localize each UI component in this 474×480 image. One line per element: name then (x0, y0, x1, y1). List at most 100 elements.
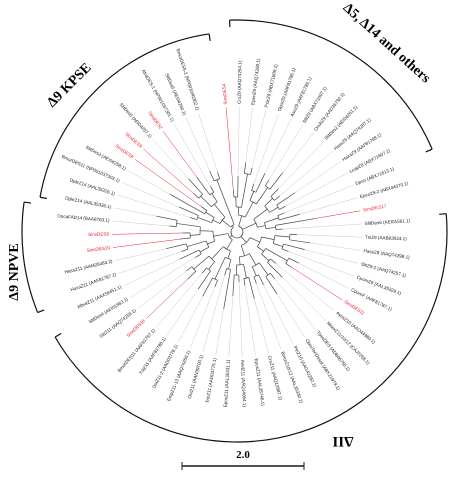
tree-node-arc (253, 219, 258, 228)
leaf-guide-line (117, 194, 191, 218)
leaf-label: SlitDes5 (AEI04257.1) (119, 102, 154, 139)
tree-branch (181, 248, 189, 252)
leaf-guide-line (276, 294, 305, 338)
tree-branch (197, 270, 211, 290)
leaf-guide-line (115, 248, 166, 261)
leaf-label: CroZ9 (AAQ74254.1) (237, 60, 243, 104)
tree-branch (176, 223, 201, 228)
leaf-guide-line (263, 284, 294, 344)
leaf-guide-line (225, 107, 234, 191)
tree-branch (261, 253, 270, 262)
leaf-guide-line (282, 223, 362, 230)
leaf-label: SinsDES4 (221, 83, 228, 105)
tree-branch (232, 190, 235, 198)
leaf-labels: SinsDES4 CroZ9 (AAQ74254.1) EpenZ9 (AAQ742… (57, 48, 411, 408)
tree-branch (156, 215, 178, 221)
tree-branch (179, 249, 200, 260)
leaf-label: DpleZ14 (AAL35326.1) (69, 178, 116, 197)
tree-branch (264, 217, 279, 223)
tree-branch (250, 167, 253, 175)
leaf-guide-line (127, 170, 171, 195)
leaf-guide-line (282, 132, 314, 173)
tree-branch (251, 183, 255, 191)
leaf-guide-line (146, 278, 188, 319)
tree-branch (281, 248, 289, 252)
tree-branch (283, 243, 305, 250)
tree-branch (200, 206, 208, 211)
tree-branch (251, 266, 257, 277)
tree-branch (279, 213, 300, 221)
clade-bracket-z11 (54, 213, 448, 443)
tree-branch (221, 219, 231, 228)
tree-node-arc (265, 272, 271, 277)
leaf-guide-line (173, 123, 211, 187)
leaf-label: TniZ9 (AAB83024.1) (365, 235, 408, 242)
leaf-label: DpleZ14 (AAL35330.1) (65, 196, 113, 210)
tree-branch (169, 193, 205, 215)
tree-branch (261, 236, 275, 240)
tree-branch (205, 211, 215, 218)
tree-branch (207, 240, 215, 245)
tree-node-arc (244, 173, 251, 175)
leaf-label: SinsDES17 (363, 203, 387, 212)
tree-node-arc (209, 191, 215, 196)
leaf-guide-line (166, 288, 199, 336)
tree-branch (213, 203, 226, 218)
tree-branch (238, 215, 243, 227)
tree-branch (214, 280, 218, 287)
tree-branch (214, 257, 226, 280)
tree-branch (248, 277, 255, 299)
clade-label-npve: Δ9 NPVE (7, 243, 22, 300)
leaf-guide-line (279, 151, 333, 197)
tree-branch (257, 246, 264, 252)
tree-node-arc (277, 215, 280, 221)
leaf-guide-line (251, 110, 266, 168)
leaf-guide-line (256, 283, 282, 350)
tree-branch (256, 187, 268, 205)
tree-branch (217, 171, 221, 179)
tree-branch (213, 233, 229, 237)
tree-node-arc (230, 224, 235, 228)
leaf-guide-line (268, 125, 303, 181)
leaf-guide-line (137, 270, 187, 309)
leaf-guide-line (288, 251, 355, 277)
tree-node-arc (238, 214, 246, 218)
leaf-guide-line (122, 182, 180, 208)
tree-branch (285, 263, 292, 268)
leaf-label: CroZ11 (AAQ12887.1) (267, 355, 283, 401)
tree-branch (265, 276, 278, 295)
leaf-guide-line (294, 161, 341, 193)
tree-node-arc (236, 263, 244, 266)
tree-branch (200, 195, 212, 207)
clade-bracket-kpse-end (208, 33, 211, 41)
clade-label-kpse: Δ9 KPSE (44, 60, 94, 110)
leaf-guide-line (244, 285, 256, 356)
tree-branch (267, 262, 283, 278)
leaf-label: Dpun (ABX71613.1) (355, 166, 395, 186)
leaf-guide-line (112, 232, 184, 235)
tree-branch (269, 206, 279, 213)
leaf-guide-line (228, 295, 234, 357)
tree-node-arc (264, 205, 270, 213)
leaf-guide-line (254, 298, 269, 354)
tree-branch (274, 235, 290, 238)
tree-branch (202, 277, 213, 297)
tree-node-arc (211, 217, 215, 223)
leaf-label: TrinZ11 (AAD03775.1) (205, 357, 218, 403)
leaf-label: HassZ9 (AAQ74299.1) (363, 248, 410, 260)
leaf-guide-line (202, 275, 225, 353)
clade-bracket-npve-end (37, 309, 45, 314)
tree-branch (165, 243, 187, 250)
leaf-guide-line (274, 278, 316, 330)
leaf-guide-line (291, 267, 343, 301)
tree-branch (190, 217, 197, 220)
tree-branch (277, 212, 285, 216)
leaf-guide-line (264, 119, 291, 174)
tree-branch (190, 234, 201, 236)
tree-branch (197, 217, 212, 223)
tree-branch (237, 207, 240, 216)
tree-branch (270, 188, 279, 197)
leaf-label: AyosZ10 (AAO44980.1) (335, 310, 376, 345)
leaf-guide-line (177, 296, 203, 343)
